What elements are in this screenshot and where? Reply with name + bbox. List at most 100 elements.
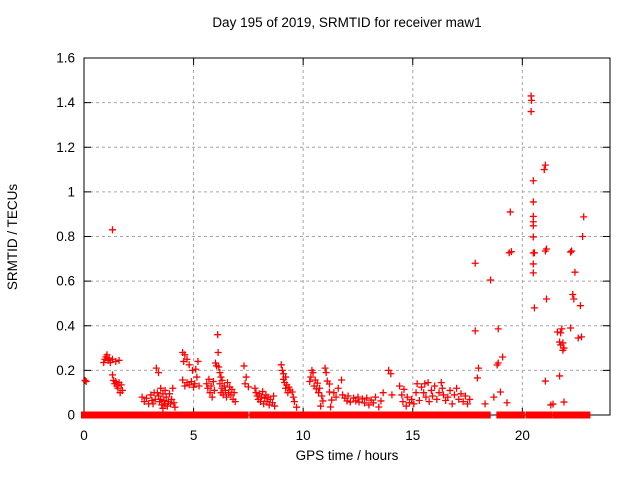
data-point-marker (466, 395, 474, 403)
data-point-marker (410, 400, 418, 408)
data-point-marker (571, 268, 579, 276)
data-point-marker (191, 380, 199, 388)
data-point-marker (231, 398, 239, 406)
data-point-marker (321, 364, 329, 372)
data-point-marker (278, 366, 286, 374)
data-point-marker (450, 391, 458, 399)
data-point-marker (529, 177, 537, 185)
baseline-band-segment (496, 411, 509, 419)
data-point-marker (435, 389, 443, 397)
data-point-marker (252, 389, 260, 397)
data-point-marker (415, 396, 423, 404)
data-point-marker (206, 389, 214, 397)
data-point-marker (315, 389, 323, 397)
data-point-marker (567, 324, 575, 332)
axis-layer: 0 0.2 0.4 0.6 0.8 1 1.2 1.4 1.6 0 5 10 15 20 (56, 51, 611, 443)
data-point-marker (553, 328, 561, 336)
data-point-marker (560, 344, 568, 352)
data-point-marker (309, 369, 317, 377)
data-point-marker (217, 373, 225, 381)
data-point-marker (193, 373, 201, 381)
data-point-marker (215, 363, 223, 371)
data-point-marker (162, 393, 170, 401)
data-point-marker (138, 393, 146, 401)
data-point-marker (270, 392, 278, 400)
data-point-marker (413, 380, 421, 388)
baseline-band-segment (468, 411, 491, 419)
baseline-band-segment (221, 411, 249, 419)
data-point-marker (365, 401, 373, 409)
data-point-marker (481, 400, 489, 408)
data-point-marker (403, 393, 411, 401)
data-point-marker (433, 395, 441, 403)
data-point-marker (471, 259, 479, 267)
data-point-marker (317, 402, 325, 410)
grid-layer (84, 58, 610, 415)
baseline-band-segment (425, 411, 443, 419)
data-point-marker (171, 403, 179, 411)
data-point-marker (290, 398, 298, 406)
baseline-band-segment (439, 411, 456, 419)
baseline-band-segment (159, 411, 174, 419)
data-point-marker (438, 384, 446, 392)
baseline-band-segment (360, 411, 377, 419)
data-point-marker (499, 353, 507, 361)
x-tick-label: 5 (190, 428, 198, 443)
data-point-marker (81, 376, 89, 384)
data-point-marker (439, 391, 447, 399)
data-point-marker (158, 401, 166, 409)
data-point-marker (159, 404, 167, 412)
data-point-marker (446, 386, 454, 394)
data-point-marker (149, 400, 157, 408)
y-tick-label: 0.2 (56, 363, 75, 378)
data-point-marker (361, 399, 369, 407)
data-point-marker (313, 379, 321, 387)
data-point-marker (271, 402, 279, 410)
data-point-marker (542, 245, 550, 253)
data-point-marker (529, 260, 537, 268)
data-point-marker (431, 382, 439, 390)
baseline-band-segment (211, 411, 225, 419)
data-point-marker (214, 331, 222, 339)
data-point-marker (496, 388, 504, 396)
data-point-marker (421, 380, 429, 388)
data-point-marker (190, 383, 198, 391)
data-point-marker (570, 295, 578, 303)
data-point-marker (289, 393, 297, 401)
data-point-marker (427, 386, 435, 394)
y-tick-label: 1.4 (56, 95, 75, 110)
data-point-marker (82, 378, 90, 386)
data-point-marker (155, 369, 163, 377)
data-point-marker (165, 390, 173, 398)
data-point-marker (157, 395, 165, 403)
data-point-marker (459, 398, 467, 406)
data-point-marker (377, 397, 385, 405)
data-point-marker (425, 398, 433, 406)
data-point-marker (214, 349, 222, 357)
data-point-marker (542, 295, 550, 303)
y-tick-label: 0 (67, 408, 75, 423)
baseline-band-segment (525, 411, 539, 419)
data-point-marker (205, 375, 213, 383)
data-point-marker (559, 339, 567, 347)
data-point-marker (327, 403, 335, 411)
baseline-band-segment (454, 411, 471, 419)
data-point-marker (567, 248, 575, 256)
data-point-marker (169, 384, 177, 392)
data-point-marker (471, 327, 479, 335)
baseline-band-segment (552, 411, 569, 419)
data-point-marker (494, 359, 502, 367)
data-point-marker (148, 396, 156, 404)
data-point-marker (183, 355, 191, 363)
data-point-marker (334, 384, 342, 392)
data-point-marker (400, 385, 408, 393)
data-point-marker (379, 389, 387, 397)
data-point-marker (387, 370, 395, 378)
x-axis-label: GPS time / hours (296, 448, 399, 463)
data-point-marker (307, 373, 315, 381)
data-point-marker (316, 384, 324, 392)
data-point-marker (412, 389, 420, 397)
data-point-marker (487, 276, 495, 284)
data-point-marker (358, 395, 366, 403)
data-point-marker (528, 96, 536, 104)
